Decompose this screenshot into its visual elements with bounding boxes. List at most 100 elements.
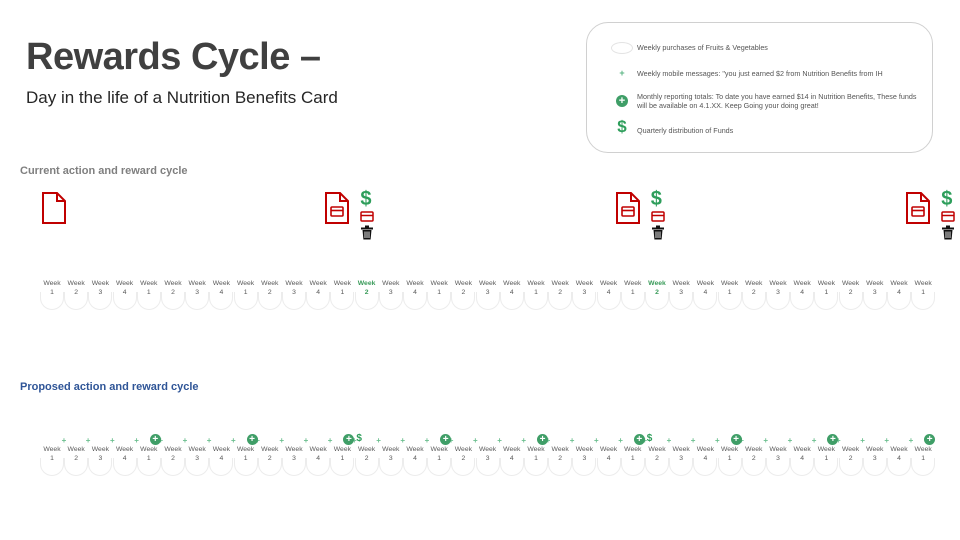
plus-icon: + <box>473 436 478 445</box>
plus-circle-icon: + <box>537 434 548 445</box>
week-word: Week <box>164 446 182 453</box>
week-word: Week <box>140 280 158 287</box>
purchase-oval <box>257 458 282 476</box>
purchase-oval <box>330 458 355 476</box>
week-word: Week <box>382 280 400 287</box>
week-word: Week <box>357 280 376 287</box>
purchase-oval <box>40 458 64 476</box>
plus-circle-icon: + <box>149 434 161 445</box>
plus-circle-icon: + <box>343 434 355 445</box>
legend-box: Weekly purchases of Fruits & Vegetables … <box>586 22 933 153</box>
plus-icon: + <box>860 436 865 445</box>
credit-card-icon <box>651 209 665 227</box>
purchase-oval <box>717 458 742 476</box>
week-word: Week <box>333 280 352 287</box>
week-word: Week <box>890 446 908 453</box>
week-word: Week <box>406 280 424 287</box>
dollar-icon: $ <box>356 433 362 444</box>
purchase-oval <box>112 292 137 310</box>
dollar-icon: $ <box>646 433 653 444</box>
legend-text: Weekly purchases of Fruits & Vegetables <box>637 43 768 52</box>
purchase-oval <box>790 458 815 476</box>
trash-icon <box>360 225 374 245</box>
purchase-oval <box>306 458 331 476</box>
purchase-oval <box>620 292 645 310</box>
week-word: Week <box>503 446 521 453</box>
document-icon <box>41 192 67 229</box>
purchase-oval <box>838 292 863 310</box>
week-word: Week <box>67 280 85 287</box>
week-word: Week <box>648 280 666 287</box>
purchase-oval <box>620 458 645 476</box>
week-word: Week <box>793 446 811 453</box>
purchase-oval <box>499 458 524 476</box>
week-word: Week <box>551 446 569 453</box>
purchase-oval <box>233 292 258 310</box>
week-word: Week <box>527 280 545 287</box>
week-word: Week <box>115 280 134 287</box>
week-word: Week <box>745 446 763 453</box>
plus-circle-icon: + <box>924 434 936 445</box>
week-word: Week <box>817 446 836 453</box>
purchase-oval <box>645 292 669 310</box>
week-word: Week <box>212 280 231 287</box>
week-word: Week <box>575 446 594 453</box>
week-word: Week <box>454 280 473 287</box>
purchase-oval <box>766 292 790 310</box>
week-word: Week <box>841 446 860 453</box>
week-word: Week <box>769 446 787 453</box>
legend-text: Monthly reporting totals: To date you ha… <box>637 92 917 110</box>
plus-icon: + <box>715 436 720 445</box>
purchase-oval <box>161 292 185 310</box>
plus-icon: + <box>376 436 381 445</box>
week-word: Week <box>164 280 182 287</box>
page-title: Rewards Cycle – <box>26 36 321 78</box>
plus-circle-icon: + <box>246 434 258 445</box>
dollar-icon: $ <box>360 188 372 210</box>
week-word: Week <box>285 446 303 453</box>
week-word: Week <box>188 280 206 287</box>
plus-icon: + <box>400 436 406 445</box>
purchase-oval <box>548 458 573 476</box>
plus-icon: + <box>448 436 454 445</box>
plus-icon: + <box>497 436 502 445</box>
plus-icon: + <box>594 436 599 445</box>
purchase-oval <box>645 458 669 476</box>
purchase-oval <box>838 458 863 476</box>
plus-icon: + <box>303 436 309 445</box>
plus-icon: + <box>352 436 357 445</box>
week-word: Week <box>890 280 908 287</box>
dollar-icon: $ <box>617 117 627 136</box>
trash-icon <box>941 225 955 245</box>
purchase-oval <box>427 458 452 476</box>
week-word: Week <box>261 280 279 287</box>
dollar-icon: $ <box>941 188 953 210</box>
week-word: Week <box>503 280 521 287</box>
purchase-oval <box>887 458 911 476</box>
week-word: Week <box>309 446 327 453</box>
purchase-oval <box>862 292 887 310</box>
week-word: Week <box>454 446 473 453</box>
week-word: Week <box>672 446 690 453</box>
page-subtitle: Day in the life of a Nutrition Benefits … <box>26 88 338 107</box>
week-word: Week <box>406 446 424 453</box>
week-word: Week <box>285 280 303 287</box>
purchase-oval <box>378 292 403 310</box>
week-word: Week <box>720 280 739 287</box>
week-word: Week <box>624 280 642 287</box>
purchase-oval <box>693 458 718 476</box>
plus-circle-icon: + <box>827 434 839 445</box>
purchase-oval <box>572 458 597 476</box>
section-title-proposed: Proposed action and reward cycle <box>20 381 199 393</box>
purchase-oval <box>233 458 258 476</box>
purchase-oval <box>378 458 403 476</box>
week-word: Week <box>188 446 206 453</box>
week-word: Week <box>261 446 279 453</box>
plus-icon: + <box>690 436 696 445</box>
week-word: Week <box>720 446 739 453</box>
week-word: Week <box>333 446 352 453</box>
week-word: Week <box>841 280 860 287</box>
credit-card-icon <box>941 209 955 227</box>
week-word: Week <box>793 280 811 287</box>
purchase-oval <box>112 458 137 476</box>
